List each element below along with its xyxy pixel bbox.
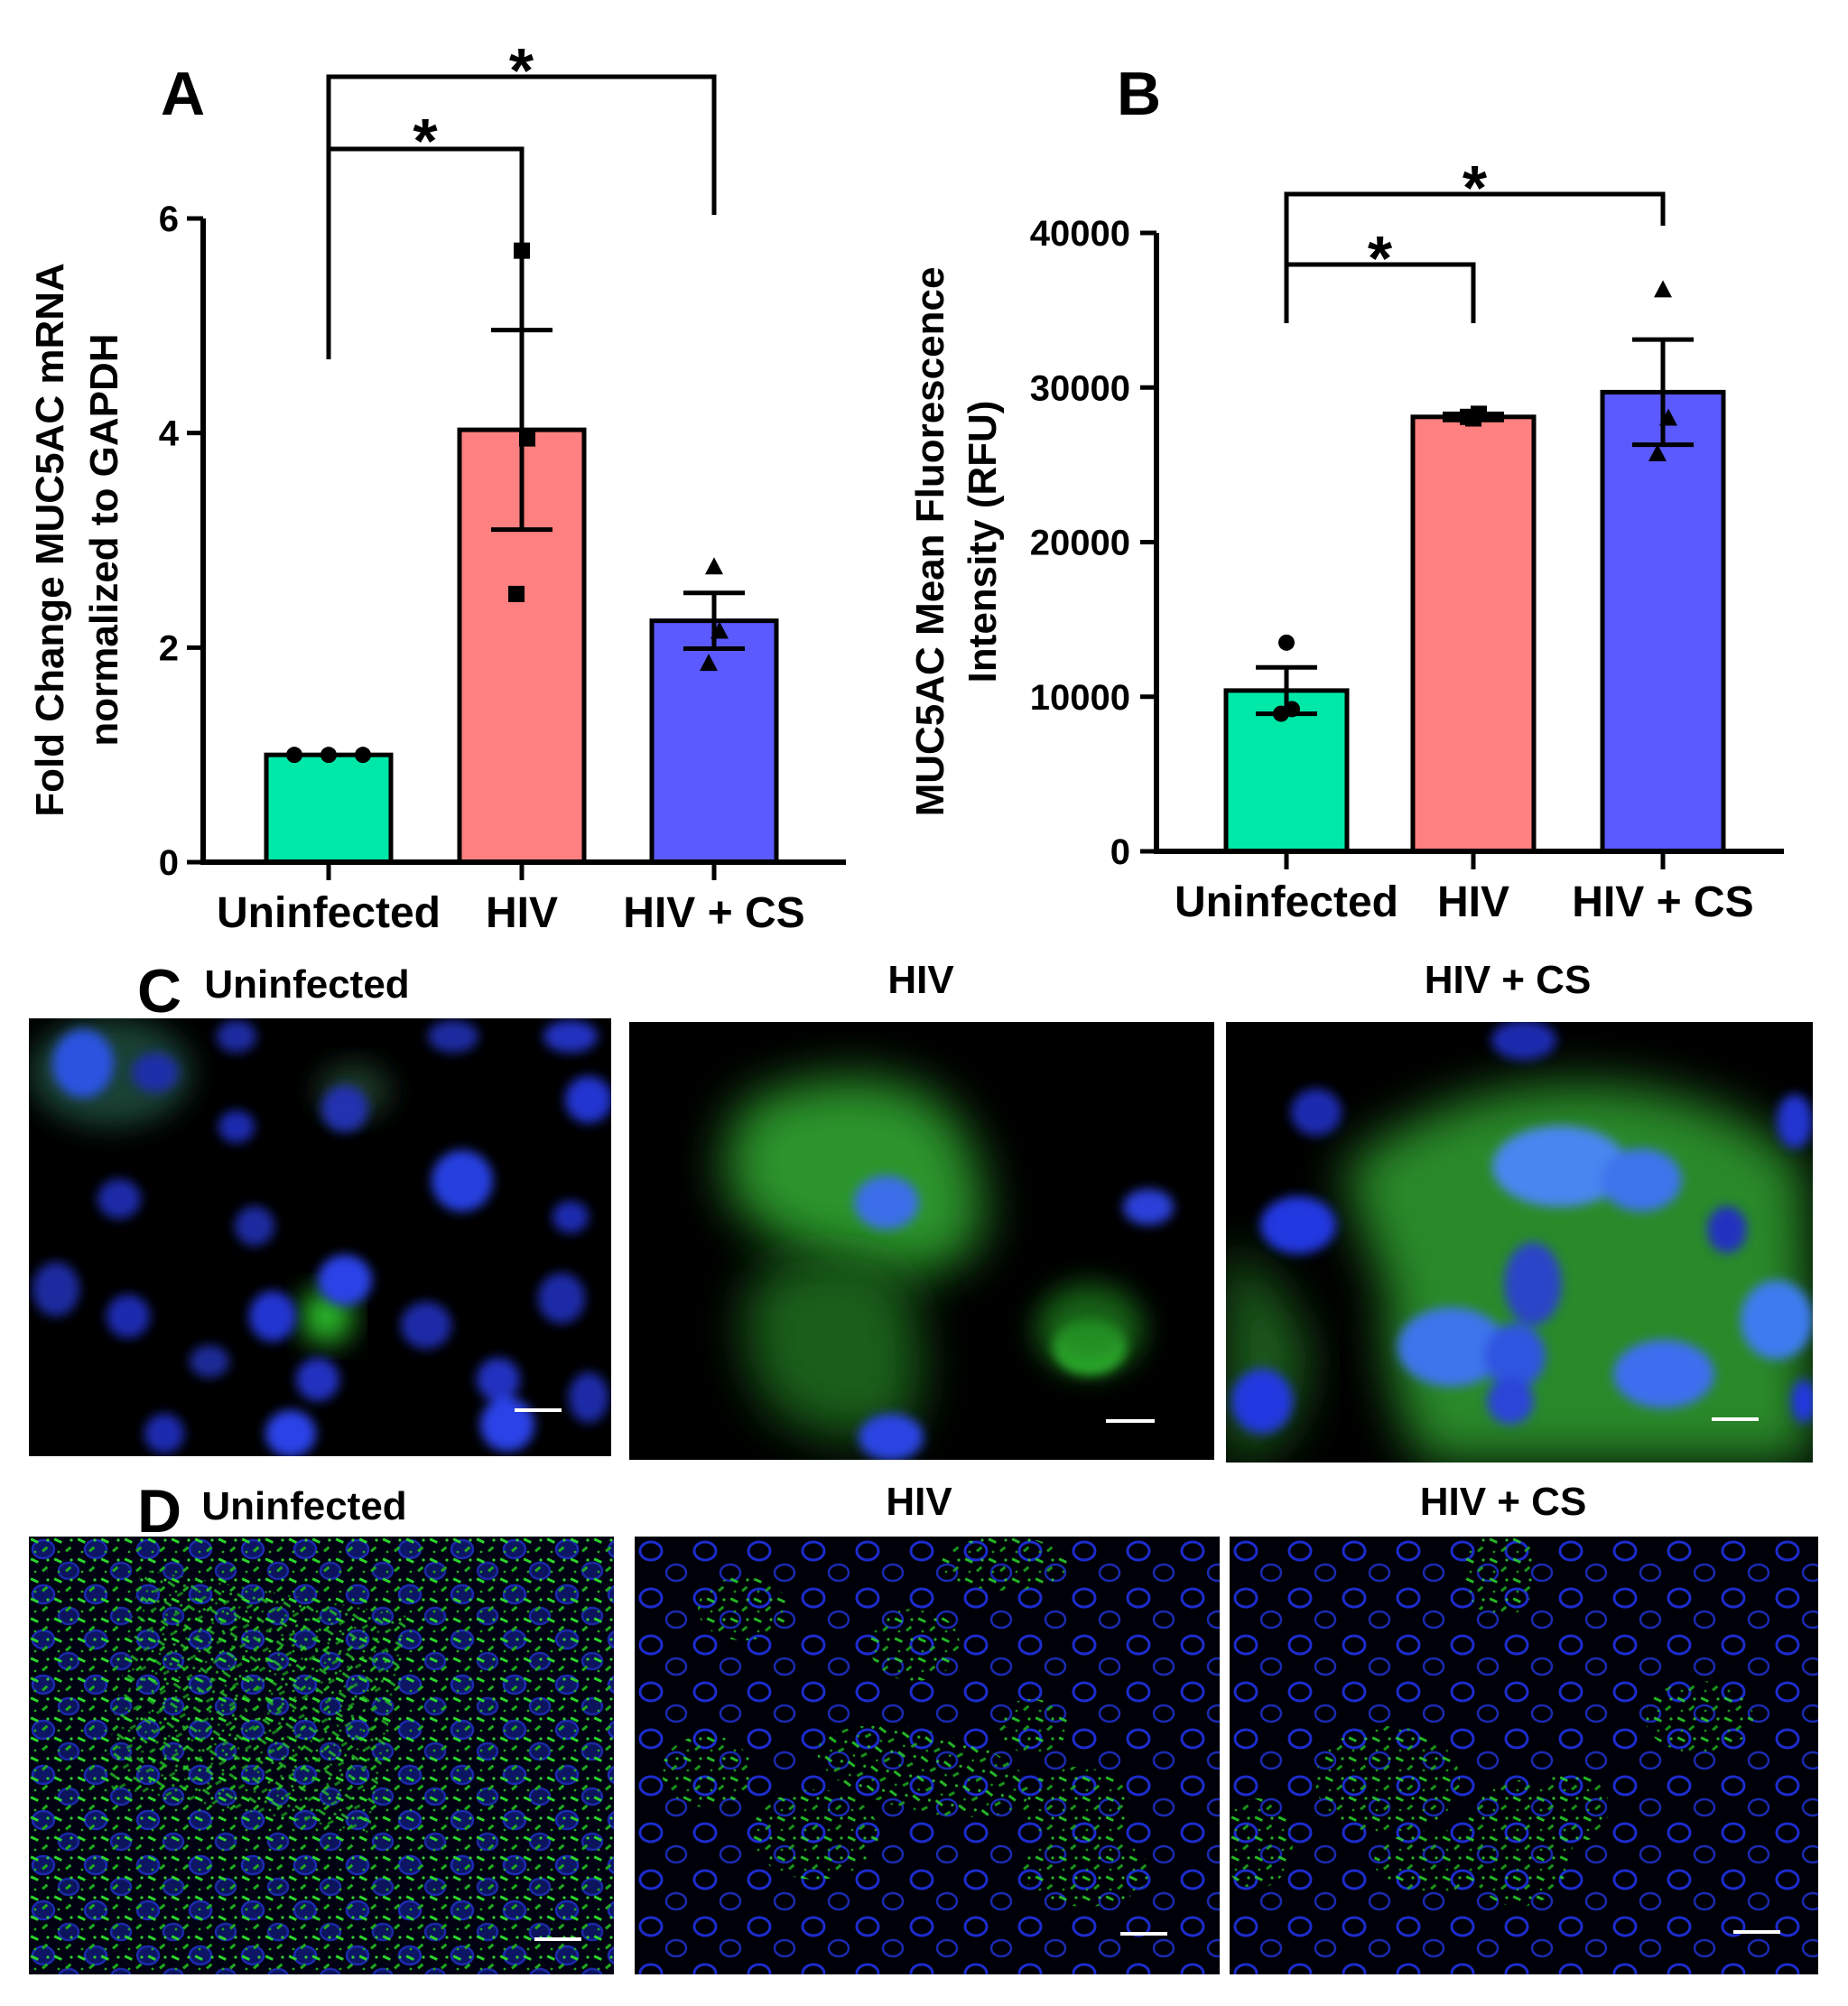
chart-a-point-2-0 [705,557,723,575]
chart-a-category-label-2: HIV + CS [623,889,804,937]
chart-a-ytick-label-0: 0 [159,843,179,883]
row-c-label-hiv-cs: HIV + CS [1425,958,1592,1002]
chart-a-point-0-0 [286,747,302,764]
chart-b-category-label-0: Uninfected [1175,878,1398,926]
chart-a-significance-star-0: * [413,106,438,176]
chart-a-point-2-2 [700,654,718,672]
panel-letter-d: D [137,1477,181,1546]
micrograph-c-uninfected [29,1018,611,1456]
chart-b-bar-2 [1600,389,1726,854]
chart-b-ytick-label-2: 20000 [1030,524,1130,563]
row-d-label-hiv-cs: HIV + CS [1420,1480,1587,1524]
chart-b-ytick-label-1: 10000 [1030,678,1130,718]
micrograph-c-hiv [629,1022,1214,1460]
chart-b-point-0-0 [1278,634,1295,651]
micrograph-d-hiv [635,1537,1220,1974]
chart-a-significance-bracket-1 [326,74,717,215]
chart-a-bar-0 [264,752,394,865]
chart-b-bar-1 [1410,414,1537,854]
panel-letter-a: A [161,60,205,128]
chart-a-ylabel-line1: Fold Change MUC5AC mRNA [28,263,72,817]
panel-letter-b: B [1117,60,1161,128]
chart-a-category-label-0: Uninfected [217,889,441,937]
chart-a-significance-bracket-0 [326,146,525,359]
chart-b-ylabel-line2: Intensity (RFU) [961,401,1005,683]
chart-b-significance-star-0: * [1368,223,1393,293]
chart-b-point-2-0 [1654,280,1672,298]
chart-b-ylabel-line1: MUC5AC Mean Fluorescence [908,267,952,817]
chart-b-significance-star-1: * [1463,153,1488,223]
chart-a-bar-2 [649,618,779,865]
chart-b-ytick-label-4: 40000 [1030,214,1130,254]
chart-b-ytick-label-3: 30000 [1030,368,1130,408]
micrograph-d-uninfected [29,1537,614,1974]
micrograph-d-hiv-cs [1230,1537,1818,1974]
chart-a-significance-star-1: * [509,35,534,106]
row-d-label-hiv: HIV [886,1480,952,1524]
chart-a-point-1-2 [508,585,525,602]
chart-a-ytick-label-1: 2 [159,628,179,668]
chart-b: 0 10000 20000 30000 40000 Uninfected HIV HIV +… [908,153,1784,926]
chart-b-point-2-2 [1648,443,1667,461]
chart-a-point-0-1 [320,747,337,764]
chart-b-category-label-1: HIV [1437,878,1509,926]
chart-b-category-label-2: HIV + CS [1572,878,1753,926]
chart-a-category-label-1: HIV [486,889,558,937]
row-d-label-uninfected: Uninfected [201,1484,406,1528]
chart-a-ylabel-line2: normalized to GAPDH [82,333,126,746]
row-c-label-uninfected: Uninfected [204,962,409,1007]
chart-a-ytick-label-2: 4 [159,414,180,454]
chart-a: 0 2 4 6 Uninfected HIV HIV + CS * * Fold Chang… [28,35,846,937]
panel-letter-c: C [137,957,181,1026]
chart-a-point-0-2 [355,747,371,764]
row-c-label-hiv: HIV [887,958,954,1002]
chart-b-significance-bracket-1 [1284,191,1666,323]
chart-a-ytick-label-3: 6 [159,200,179,239]
micrograph-c-hiv-cs [1226,1022,1813,1463]
chart-b-ytick-label-0: 0 [1110,832,1130,872]
